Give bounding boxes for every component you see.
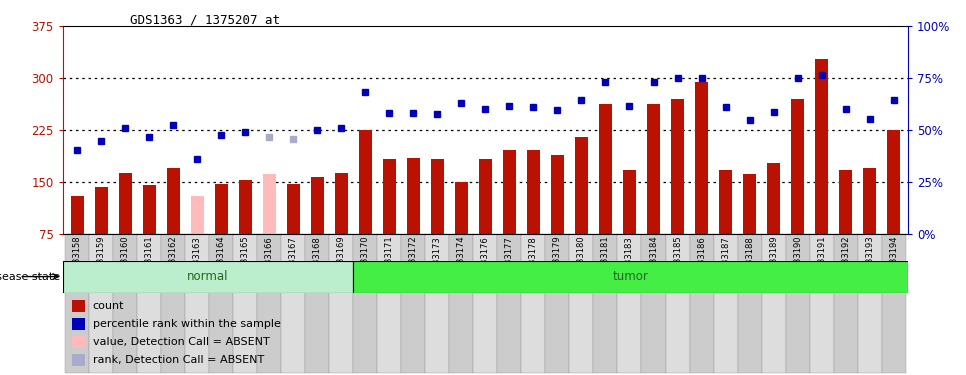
Text: GDS1363 / 1375207_at: GDS1363 / 1375207_at	[130, 13, 280, 26]
Bar	[143, 185, 156, 234]
Bar	[401, 234, 425, 373]
Bar	[63, 261, 353, 292]
Bar	[354, 234, 378, 373]
Bar	[575, 137, 588, 234]
Bar	[167, 168, 180, 234]
Bar	[305, 234, 329, 373]
Bar	[257, 234, 281, 373]
Bar	[551, 154, 564, 234]
Bar	[599, 104, 612, 234]
Bar	[233, 234, 257, 373]
Bar	[887, 130, 900, 234]
Bar	[378, 234, 401, 373]
Bar	[89, 234, 113, 373]
Bar	[647, 104, 660, 234]
Bar	[383, 159, 396, 234]
Text: value, Detection Call = ABSENT: value, Detection Call = ABSENT	[93, 337, 270, 346]
Bar	[161, 234, 185, 373]
Bar	[214, 184, 228, 234]
Text: normal: normal	[187, 270, 228, 283]
Text: count: count	[93, 301, 125, 310]
Bar	[185, 234, 210, 373]
Bar	[239, 180, 252, 234]
Bar	[695, 82, 708, 234]
Bar	[593, 234, 617, 373]
Bar	[479, 159, 492, 234]
Bar	[431, 159, 444, 234]
Bar	[743, 174, 756, 234]
Bar	[738, 234, 761, 373]
Bar	[95, 187, 108, 234]
Bar	[858, 234, 882, 373]
Bar	[666, 234, 690, 373]
Bar	[287, 184, 299, 234]
Bar	[425, 234, 449, 373]
Bar	[641, 234, 666, 373]
Bar	[810, 234, 834, 373]
Bar	[190, 196, 204, 234]
Bar	[791, 99, 804, 234]
Bar	[623, 170, 636, 234]
Bar	[522, 234, 546, 373]
Bar	[863, 168, 876, 234]
Bar	[335, 173, 348, 234]
Bar	[839, 170, 852, 234]
Bar	[690, 234, 714, 373]
Bar	[815, 59, 828, 234]
Bar	[714, 234, 738, 373]
Bar	[546, 234, 570, 373]
Bar	[719, 170, 732, 234]
Bar	[455, 182, 468, 234]
Bar	[767, 163, 781, 234]
Bar	[761, 234, 785, 373]
Bar	[617, 234, 641, 373]
Bar	[353, 261, 908, 292]
Bar	[281, 234, 305, 373]
Bar	[785, 234, 810, 373]
Bar	[71, 196, 84, 234]
Bar	[407, 158, 420, 234]
Text: rank, Detection Call = ABSENT: rank, Detection Call = ABSENT	[93, 355, 264, 364]
Bar	[119, 173, 131, 234]
Bar	[65, 234, 89, 373]
Bar	[570, 234, 593, 373]
Bar	[473, 234, 497, 373]
Bar	[497, 234, 522, 373]
Bar	[263, 174, 276, 234]
Bar	[329, 234, 354, 373]
Text: percentile rank within the sample: percentile rank within the sample	[93, 319, 280, 328]
Bar	[137, 234, 161, 373]
Bar	[526, 150, 540, 234]
Bar	[449, 234, 473, 373]
Bar	[671, 99, 684, 234]
Bar	[113, 234, 137, 373]
Bar	[358, 130, 372, 234]
Text: tumor: tumor	[612, 270, 648, 283]
Bar	[210, 234, 233, 373]
Bar	[882, 234, 906, 373]
Bar	[834, 234, 858, 373]
Text: disease state: disease state	[0, 272, 60, 282]
Bar	[503, 150, 516, 234]
Bar	[311, 177, 324, 234]
